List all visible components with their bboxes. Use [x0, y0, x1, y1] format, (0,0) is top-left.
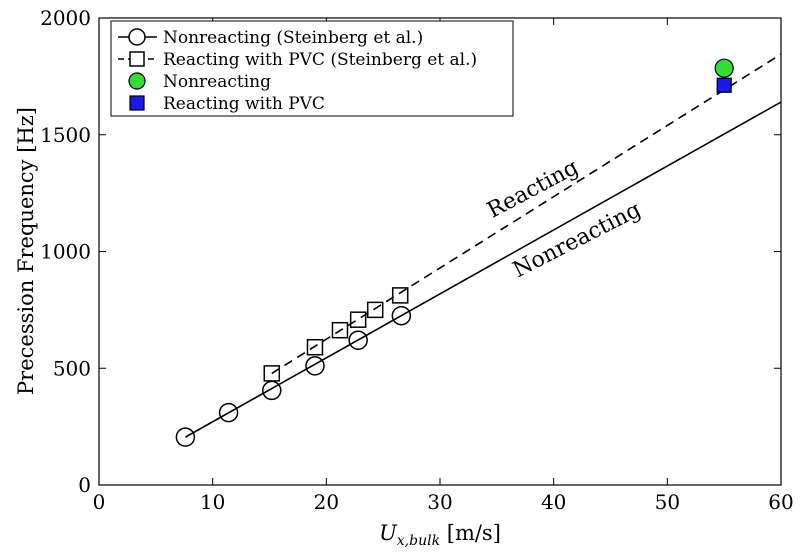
data-point-square	[331, 321, 349, 339]
legend-marker-square-filled	[129, 95, 145, 111]
x-tick-label: 30	[427, 490, 452, 514]
x-tick-label: 10	[200, 490, 225, 514]
data-point-circle-filled	[714, 58, 734, 78]
legend-entry-nonreacting-steinberg: Nonreacting (Steinberg et al.)	[118, 28, 423, 48]
legend-label: Nonreacting	[163, 72, 271, 92]
trend-lines	[184, 53, 782, 438]
legend-marker-circle-open	[128, 28, 146, 46]
x-axis-title-subscript: x,bulk	[397, 533, 440, 549]
data-point-square	[306, 338, 324, 356]
trend-line-nonreacting	[184, 101, 782, 438]
data-point-square	[391, 287, 409, 304]
x-tick-label: 0	[93, 490, 106, 514]
data-point-circle	[391, 305, 412, 326]
legend-marker-square-open	[129, 51, 145, 67]
legend-entry-reacting-steinberg: Reacting with PVC (Steinberg et al.)	[118, 50, 477, 70]
data-point-circle	[218, 402, 239, 423]
legend-label: Nonreacting (Steinberg et al.)	[163, 28, 423, 48]
y-tick-label: 0	[78, 473, 91, 497]
data-point-square	[349, 311, 367, 328]
x-axis-title-symbol: U	[379, 521, 398, 545]
data-point-circle	[305, 356, 325, 376]
legend-marker-circle-filled	[128, 72, 146, 90]
legend: Nonreacting (Steinberg et al.) Reacting …	[110, 20, 514, 117]
trend-line-reacting	[271, 53, 782, 375]
axes: 0 10 20 30 40 50 60 0 500 1000 1500 2000	[40, 6, 794, 514]
y-tick-label: 1500	[40, 123, 91, 147]
legend-entry-nonreacting: Nonreacting	[128, 72, 271, 92]
legend-box	[110, 20, 514, 117]
x-axis-title-unit: [m/s]	[440, 521, 501, 545]
y-tick-label: 500	[53, 356, 91, 380]
x-tick-label: 20	[314, 490, 339, 514]
x-tick-label: 40	[541, 490, 566, 514]
data-point-circle	[348, 330, 368, 350]
x-tick-label: 50	[655, 490, 680, 514]
data-markers	[175, 58, 734, 447]
data-point-square	[263, 365, 281, 382]
y-tick-label: 2000	[40, 6, 91, 30]
data-point-square-filled	[716, 77, 732, 93]
data-point-circle	[175, 427, 196, 447]
data-point-square	[366, 301, 384, 319]
y-axis-title: Precession Frequency [Hz]	[14, 107, 38, 395]
x-tick-label: 60	[768, 490, 793, 514]
x-axis-title: Ux,bulk [m/s]	[379, 521, 501, 549]
legend-label: Reacting with PVC	[163, 94, 325, 114]
legend-entry-reacting: Reacting with PVC	[129, 94, 325, 114]
y-tick-label: 1000	[40, 240, 91, 264]
legend-label: Reacting with PVC (Steinberg et al.)	[163, 50, 477, 70]
